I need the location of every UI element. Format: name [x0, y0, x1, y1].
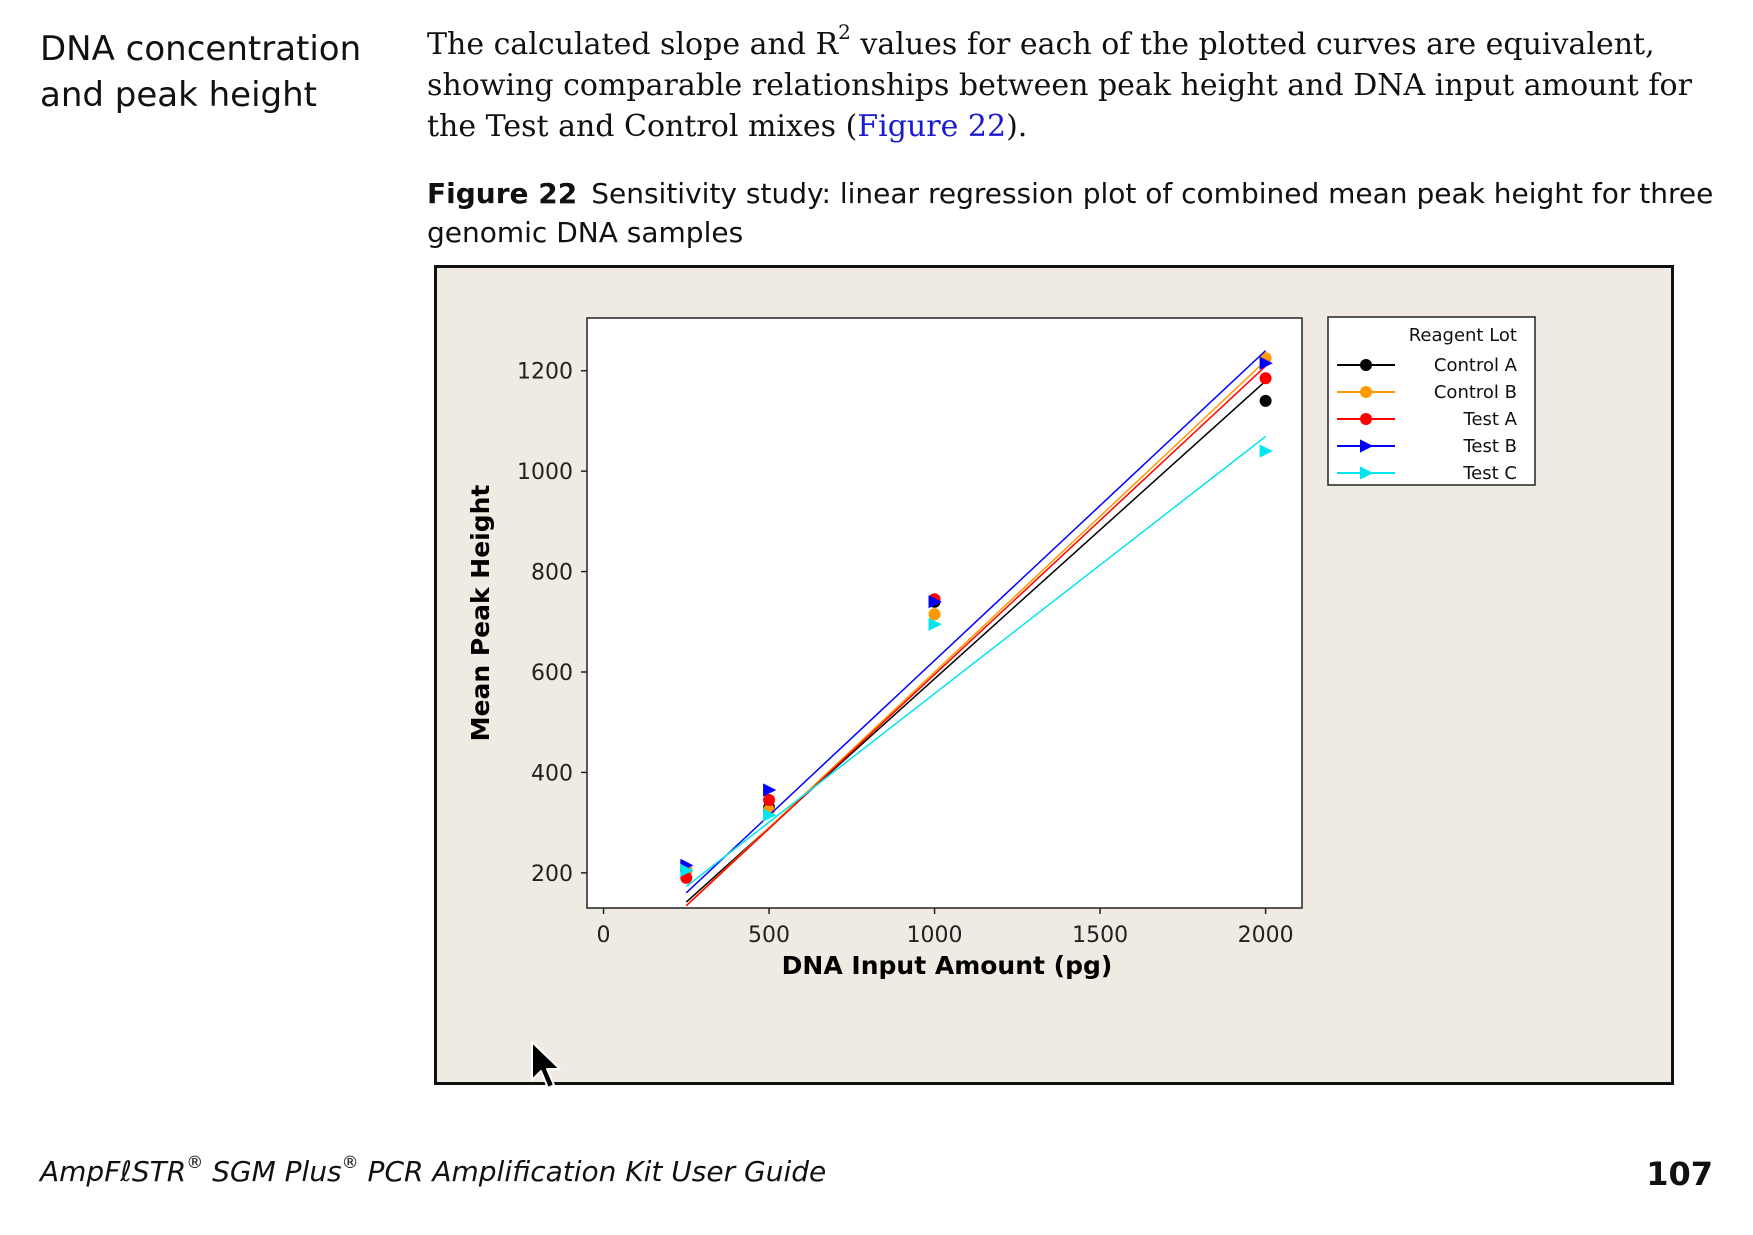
- registered-mark: ®: [186, 1152, 204, 1173]
- fit-line-test-c: [685, 435, 1267, 888]
- intro-text-part2: values for each of the plotted curves ar…: [427, 27, 1692, 144]
- mouse-pointer-icon: [531, 1041, 561, 1089]
- figure-22-link[interactable]: Figure 22: [857, 109, 1007, 144]
- y-tick-label: 1000: [517, 460, 573, 485]
- x-tick-label: 0: [597, 923, 611, 948]
- point-control-b: [928, 608, 941, 621]
- footer-title-pre: AmpFℓSTR: [40, 1155, 187, 1188]
- figure-caption: Figure 22 Sensitivity study: linear regre…: [427, 174, 1717, 252]
- y-tick-label: 800: [531, 561, 573, 586]
- registered-mark: ®: [341, 1152, 359, 1173]
- fit-line-control-b: [685, 360, 1267, 907]
- legend-label-test-b: Test B: [1462, 436, 1517, 457]
- point-test-b: [763, 783, 777, 797]
- legend-box: [1327, 316, 1536, 486]
- plot-area: [586, 317, 1303, 909]
- figure-frame: 200 400 600 800 1000 1200 0 500 1000 1500 2000 Mea…: [434, 265, 1674, 1085]
- legend-label-test-c: Test C: [1462, 463, 1517, 484]
- y-tick-label: 1200: [517, 360, 573, 385]
- legend: Reagent Lot Control A Control B Test A Test…: [1327, 316, 1536, 486]
- point-test-b: [928, 595, 942, 609]
- fit-line-test-a: [685, 365, 1267, 907]
- y-tick-label: 600: [531, 661, 573, 686]
- point-test-a: [1259, 372, 1272, 385]
- intro-paragraph: The calculated slope and R2 values for e…: [427, 22, 1717, 147]
- x-tick-label: 1000: [907, 923, 963, 948]
- y-tick-label: 400: [531, 761, 573, 786]
- legend-title: Reagent Lot: [1409, 325, 1517, 346]
- point-test-a: [763, 794, 776, 807]
- y-tick-label: 200: [531, 862, 573, 887]
- section-heading: DNA concentration and peak height: [40, 26, 400, 118]
- r-squared-superscript: 2: [838, 20, 851, 44]
- footer-title-mid: SGM Plus: [203, 1155, 342, 1188]
- x-tick-label: 2000: [1238, 923, 1294, 948]
- x-tick-label: 1500: [1072, 923, 1128, 948]
- x-axis-label: DNA Input Amount (pg): [782, 951, 1113, 980]
- point-control-a: [1259, 394, 1272, 407]
- point-test-c: [763, 808, 777, 822]
- figure-caption-text: Sensitivity study: linear regression plo…: [427, 177, 1714, 249]
- page-number: 107: [1646, 1155, 1713, 1193]
- figure-label: Figure 22: [427, 177, 578, 210]
- y-axis-label: Mean Peak Height: [466, 485, 495, 742]
- legend-marker-control-b: [1360, 386, 1372, 398]
- point-test-b: [1259, 356, 1273, 370]
- intro-text-part1: The calculated slope and R: [427, 27, 839, 62]
- legend-label-control-b: Control B: [1434, 382, 1517, 403]
- regression-chart: 200 400 600 800 1000 1200 0 500 1000 1500 2000 Mea…: [466, 316, 1536, 980]
- legend-marker-test-a: [1360, 413, 1372, 425]
- legend-label-test-a: Test A: [1463, 409, 1518, 430]
- legend-marker-test-c: [1360, 466, 1374, 480]
- legend-marker-control-a: [1360, 359, 1372, 371]
- section-heading-line2: and peak height: [40, 75, 317, 115]
- section-heading-line1: DNA concentration: [40, 29, 362, 69]
- x-tick-label: 500: [748, 923, 790, 948]
- point-test-c: [928, 617, 942, 631]
- fit-line-test-b: [685, 350, 1267, 894]
- footer-title-post: PCR Amplification Kit User Guide: [358, 1155, 827, 1188]
- point-test-c: [680, 863, 694, 877]
- legend-label-control-a: Control A: [1434, 355, 1518, 376]
- intro-text-part3: ).: [1006, 109, 1028, 144]
- point-test-c: [1259, 444, 1273, 458]
- legend-marker-test-b: [1360, 439, 1374, 453]
- footer-title: AmpFℓSTR® SGM Plus® PCR Amplification Ki…: [40, 1152, 827, 1188]
